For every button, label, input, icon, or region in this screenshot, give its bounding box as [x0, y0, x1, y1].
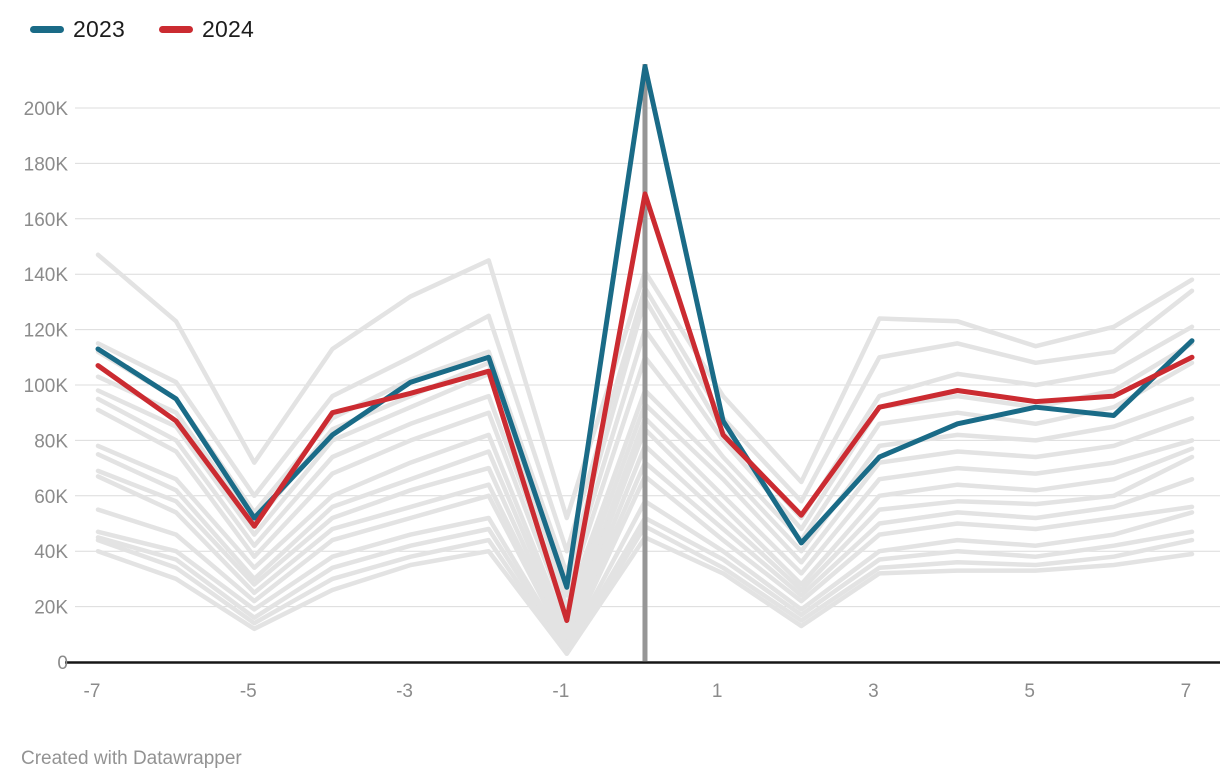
- x-tick-label--1: -1: [552, 681, 569, 702]
- legend-item-2024[interactable]: 2024: [158, 16, 254, 43]
- legend-item-2023[interactable]: 2023: [30, 16, 125, 43]
- x-tick-label-7: 7: [1181, 681, 1192, 702]
- y-tick-label-160K: 160K: [24, 210, 69, 231]
- x-tick-label-3: 3: [868, 681, 879, 702]
- y-tick-label-60K: 60K: [34, 487, 68, 508]
- legend-swatch-2024: [158, 26, 193, 33]
- legend-swatch-2023: [30, 26, 64, 33]
- y-tick-label-120K: 120K: [24, 321, 69, 342]
- legend-label-2023: 2023: [73, 16, 125, 42]
- y-tick-label-100K: 100K: [24, 376, 69, 397]
- y-tick-label-80K: 80K: [34, 431, 68, 452]
- x-tick-label-1: 1: [712, 681, 723, 702]
- y-tick-label-40K: 40K: [34, 542, 68, 563]
- y-tick-label-0: 0: [57, 653, 68, 674]
- x-tick-label--7: -7: [84, 681, 101, 702]
- y-tick-label-180K: 180K: [24, 154, 69, 175]
- x-tick-label--3: -3: [396, 681, 413, 702]
- y-tick-label-20K: 20K: [34, 598, 68, 619]
- series-line-2024[interactable]: [95, 191, 1195, 623]
- chart-legend: 2023 2024: [30, 16, 254, 43]
- x-tick-label--5: -5: [240, 681, 257, 702]
- legend-label-2024: 2024: [201, 16, 254, 42]
- plot-area: 0 20K 40K 60K 80K 100K 120K 140K 160K 180K 200K -7 -…: [24, 64, 1220, 702]
- datawrapper-credit: Created with Datawrapper: [21, 748, 242, 769]
- x-tick-label-5: 5: [1024, 681, 1035, 702]
- y-tick-label-140K: 140K: [24, 265, 69, 286]
- y-tick-label-200K: 200K: [24, 99, 69, 120]
